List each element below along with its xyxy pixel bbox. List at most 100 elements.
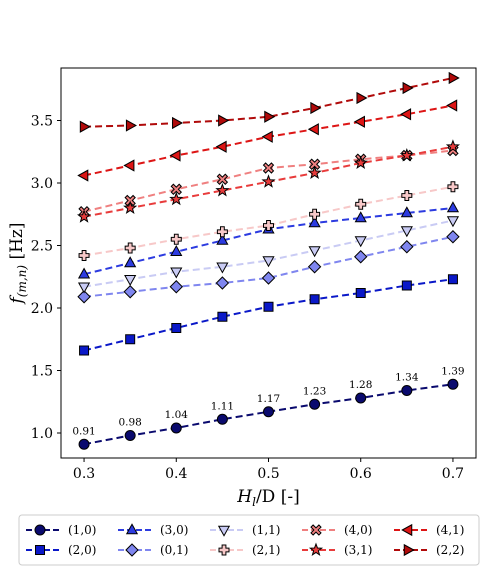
data-point xyxy=(124,194,136,207)
y-tick-label: 1.0 xyxy=(31,426,53,442)
legend-marker xyxy=(217,525,231,537)
data-point xyxy=(446,201,460,213)
series-0: 0.91 0.98 1.04 1.11 1.17 1.23 1.28 1.34 1.39 xyxy=(72,365,465,450)
legend-label: (2,2) xyxy=(436,543,464,557)
data-label: 1.23 xyxy=(303,385,326,397)
data-point xyxy=(308,216,321,228)
legend-entry: (2,0) xyxy=(26,543,96,557)
data-point xyxy=(401,280,412,291)
data-point xyxy=(354,236,367,248)
data-point xyxy=(78,438,90,450)
data-point xyxy=(169,280,183,294)
legend-marker xyxy=(34,524,46,536)
data-point xyxy=(263,220,274,231)
data-point xyxy=(77,290,91,304)
data-label: 0.98 xyxy=(118,417,141,429)
data-point xyxy=(76,209,92,223)
data-point xyxy=(77,169,89,182)
legend-label: (1,1) xyxy=(252,523,280,537)
data-point xyxy=(264,110,276,123)
data-point xyxy=(123,285,137,299)
x-axis-label: Hl/D [-] xyxy=(236,487,299,509)
data-point xyxy=(170,183,182,195)
legend-marker xyxy=(125,523,139,535)
data-label: 1.11 xyxy=(211,400,234,412)
data-point xyxy=(353,115,365,128)
data-point xyxy=(124,430,136,441)
data-point xyxy=(216,233,229,245)
y-tick-label: 3.0 xyxy=(31,176,53,192)
data-point xyxy=(79,345,90,356)
series-5 xyxy=(78,181,459,261)
data-point xyxy=(261,130,273,143)
data-point xyxy=(261,174,276,188)
data-point xyxy=(78,250,90,261)
data-point xyxy=(124,256,137,268)
data-point xyxy=(401,385,413,396)
data-point xyxy=(355,198,367,210)
data-point xyxy=(400,108,412,121)
data-point xyxy=(215,183,230,197)
data-point xyxy=(170,233,182,245)
data-point xyxy=(401,190,413,201)
data-point xyxy=(262,162,275,174)
data-point xyxy=(125,119,137,132)
y-tick-label: 3.5 xyxy=(31,114,53,130)
series-line xyxy=(83,185,454,257)
series-8 xyxy=(77,99,458,182)
legend-marker xyxy=(125,543,139,557)
data-point xyxy=(124,242,136,254)
legend-marker xyxy=(403,543,415,557)
legend: (1,0) (2,0) (3,0) (0,1) (1,1) (2,1) (4,0) (3,1)… xyxy=(18,514,480,566)
y-axis-label: f(m,n) [Hz] xyxy=(7,222,29,305)
data-point xyxy=(216,262,229,274)
data-point xyxy=(216,226,228,238)
data-point xyxy=(355,288,366,298)
x-tick-label: 0.3 xyxy=(73,466,95,482)
data-point xyxy=(215,276,230,290)
data-point xyxy=(307,165,322,180)
legend-label: (3,0) xyxy=(160,523,188,537)
data-point xyxy=(447,181,459,193)
data-point xyxy=(77,282,91,294)
data-point xyxy=(172,116,184,130)
series-line xyxy=(83,219,454,288)
legend-label: (4,1) xyxy=(436,523,464,537)
series-line xyxy=(83,235,454,298)
data-point xyxy=(216,413,228,425)
data-point xyxy=(307,123,319,136)
data-point xyxy=(123,200,138,215)
legend-label: (1,0) xyxy=(68,523,96,537)
data-point xyxy=(215,140,227,153)
data-point xyxy=(310,101,322,115)
x-tick-label: 0.7 xyxy=(442,466,464,482)
legend-entry: (0,1) xyxy=(118,543,188,557)
series-1 xyxy=(79,274,458,356)
data-point xyxy=(445,139,461,153)
data-point xyxy=(355,392,367,404)
data-point xyxy=(446,230,460,244)
legend-entry: (3,1) xyxy=(302,542,372,557)
data-label: 1.39 xyxy=(441,365,464,377)
series-4 xyxy=(77,216,460,294)
data-point xyxy=(169,191,184,206)
legend-label: (2,0) xyxy=(68,543,96,557)
legend-marker xyxy=(308,542,324,557)
data-point xyxy=(124,275,137,287)
data-point xyxy=(356,91,368,105)
legend-entry: (2,2) xyxy=(394,543,464,557)
series-3 xyxy=(77,230,460,304)
series-9 xyxy=(79,71,460,133)
legend-label: (0,1) xyxy=(160,543,188,557)
series-line xyxy=(84,77,454,128)
data-point xyxy=(77,267,91,279)
y-tick-label: 1.5 xyxy=(31,364,53,380)
legend-label: (2,1) xyxy=(252,543,280,557)
legend-entry: (3,0) xyxy=(118,523,188,537)
legend-label: (3,1) xyxy=(344,543,372,557)
data-point xyxy=(218,114,230,127)
data-point xyxy=(354,250,368,264)
x-tick-label: 0.5 xyxy=(257,466,279,482)
data-label: 1.04 xyxy=(165,409,189,421)
